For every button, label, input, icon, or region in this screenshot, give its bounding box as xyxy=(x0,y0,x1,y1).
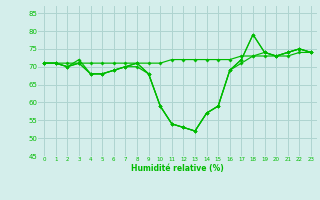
X-axis label: Humidité relative (%): Humidité relative (%) xyxy=(131,164,224,173)
